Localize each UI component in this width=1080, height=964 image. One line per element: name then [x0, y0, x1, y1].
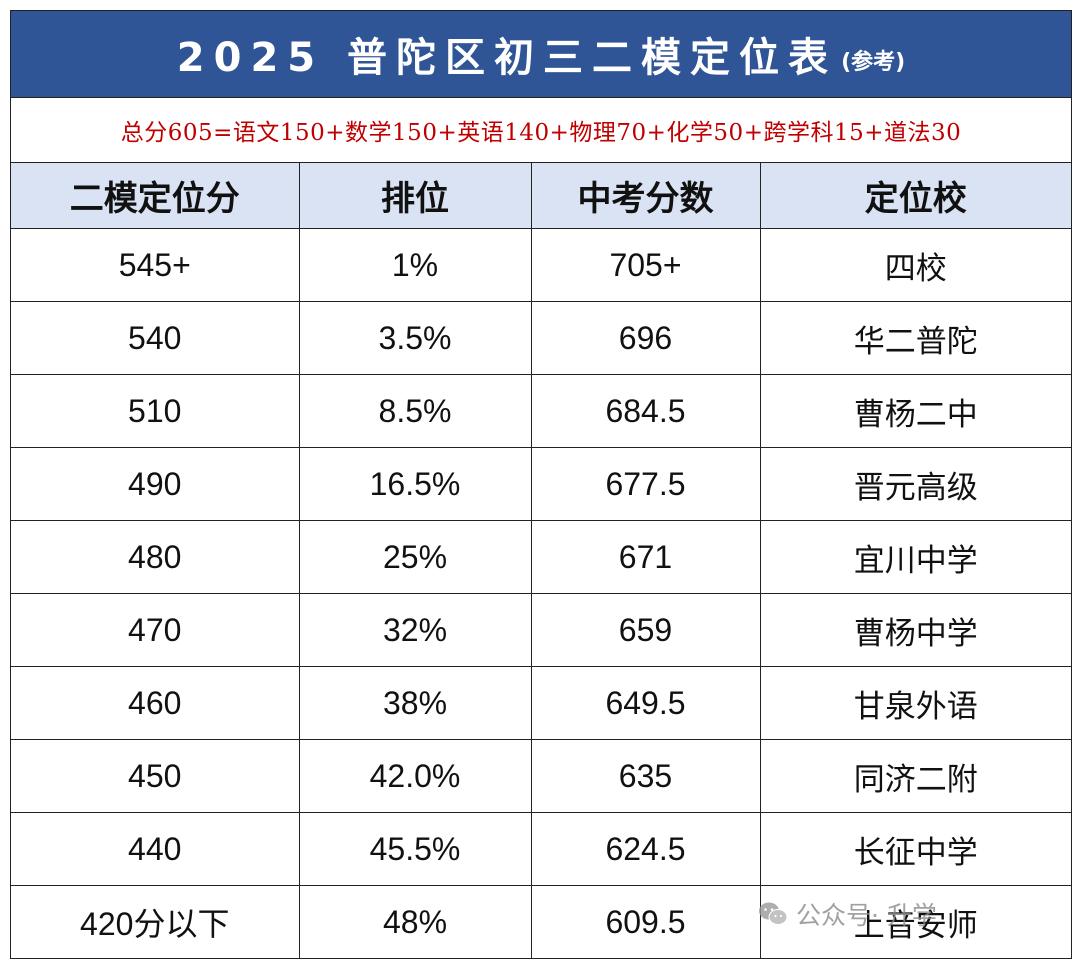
cell-zhongkao-score: 671	[531, 520, 761, 594]
page-title: 2025 普陀区初三二模定位表	[176, 35, 838, 81]
cell-mock-score: 420分以下	[11, 885, 300, 959]
cell-rank: 42.0%	[299, 739, 532, 813]
cell-zhongkao-score: 677.5	[531, 447, 761, 521]
cell-school: 曹杨中学	[760, 593, 1071, 667]
cell-rank: 45.5%	[299, 812, 532, 886]
table-row: 510 8.5% 684.5 曹杨二中	[11, 374, 1071, 448]
watermark-text: 公众号· 升学	[796, 901, 937, 930]
table-row: 490 16.5% 677.5 晋元高级	[11, 447, 1071, 521]
score-formula: 总分605=语文150+数学150+英语140+物理70+化学50+跨学科15+…	[11, 98, 1071, 163]
cell-mock-score: 540	[11, 301, 300, 375]
table-row: 545+ 1% 705+ 四校	[11, 228, 1071, 302]
header-rank: 排位	[299, 163, 532, 229]
cell-school: 长征中学	[760, 812, 1071, 886]
header-target-school: 定位校	[760, 163, 1071, 229]
cell-school: 华二普陀	[760, 301, 1071, 375]
cell-zhongkao-score: 649.5	[531, 666, 761, 740]
table-header-row: 二模定位分 排位 中考分数 定位校	[11, 163, 1071, 229]
cell-zhongkao-score: 624.5	[531, 812, 761, 886]
table-row: 480 25% 671 宜川中学	[11, 520, 1071, 594]
wechat-icon	[758, 901, 788, 927]
ranking-table-sheet: 2025 普陀区初三二模定位表 (参考) 总分605=语文150+数学150+英…	[10, 10, 1072, 959]
cell-rank: 1%	[299, 228, 532, 302]
cell-school: 曹杨二中	[760, 374, 1071, 448]
cell-mock-score: 480	[11, 520, 300, 594]
cell-mock-score: 545+	[11, 228, 300, 302]
cell-mock-score: 460	[11, 666, 300, 740]
watermark: 公众号· 升学	[758, 896, 937, 932]
table-row: 470 32% 659 曹杨中学	[11, 593, 1071, 667]
cell-rank: 16.5%	[299, 447, 532, 521]
cell-rank: 25%	[299, 520, 532, 594]
cell-mock-score: 470	[11, 593, 300, 667]
cell-school: 晋元高级	[760, 447, 1071, 521]
cell-rank: 32%	[299, 593, 532, 667]
cell-rank: 8.5%	[299, 374, 532, 448]
table-row: 420分以下 48% 609.5 上音安师	[11, 885, 1071, 959]
table-row: 440 45.5% 624.5 长征中学	[11, 812, 1071, 886]
cell-zhongkao-score: 705+	[531, 228, 761, 302]
cell-rank: 38%	[299, 666, 532, 740]
cell-school: 宜川中学	[760, 520, 1071, 594]
cell-mock-score: 440	[11, 812, 300, 886]
table-row: 450 42.0% 635 同济二附	[11, 739, 1071, 813]
table-row: 460 38% 649.5 甘泉外语	[11, 666, 1071, 740]
cell-zhongkao-score: 696	[531, 301, 761, 375]
header-zhongkao-score: 中考分数	[531, 163, 761, 229]
cell-zhongkao-score: 609.5	[531, 885, 761, 959]
cell-mock-score: 510	[11, 374, 300, 448]
ranking-table: 二模定位分 排位 中考分数 定位校 545+ 1% 705+ 四校 540 3.…	[11, 163, 1071, 959]
cell-zhongkao-score: 684.5	[531, 374, 761, 448]
cell-mock-score: 450	[11, 739, 300, 813]
cell-school: 四校	[760, 228, 1071, 302]
cell-mock-score: 490	[11, 447, 300, 521]
cell-school: 甘泉外语	[760, 666, 1071, 740]
title-note: (参考)	[841, 50, 906, 75]
cell-school: 同济二附	[760, 739, 1071, 813]
cell-rank: 3.5%	[299, 301, 532, 375]
cell-school: 上音安师	[760, 885, 1071, 959]
cell-rank: 48%	[299, 885, 532, 959]
title-bar: 2025 普陀区初三二模定位表 (参考)	[11, 11, 1071, 98]
table-row: 540 3.5% 696 华二普陀	[11, 301, 1071, 375]
header-mock-score: 二模定位分	[11, 163, 300, 229]
cell-zhongkao-score: 659	[531, 593, 761, 667]
cell-zhongkao-score: 635	[531, 739, 761, 813]
